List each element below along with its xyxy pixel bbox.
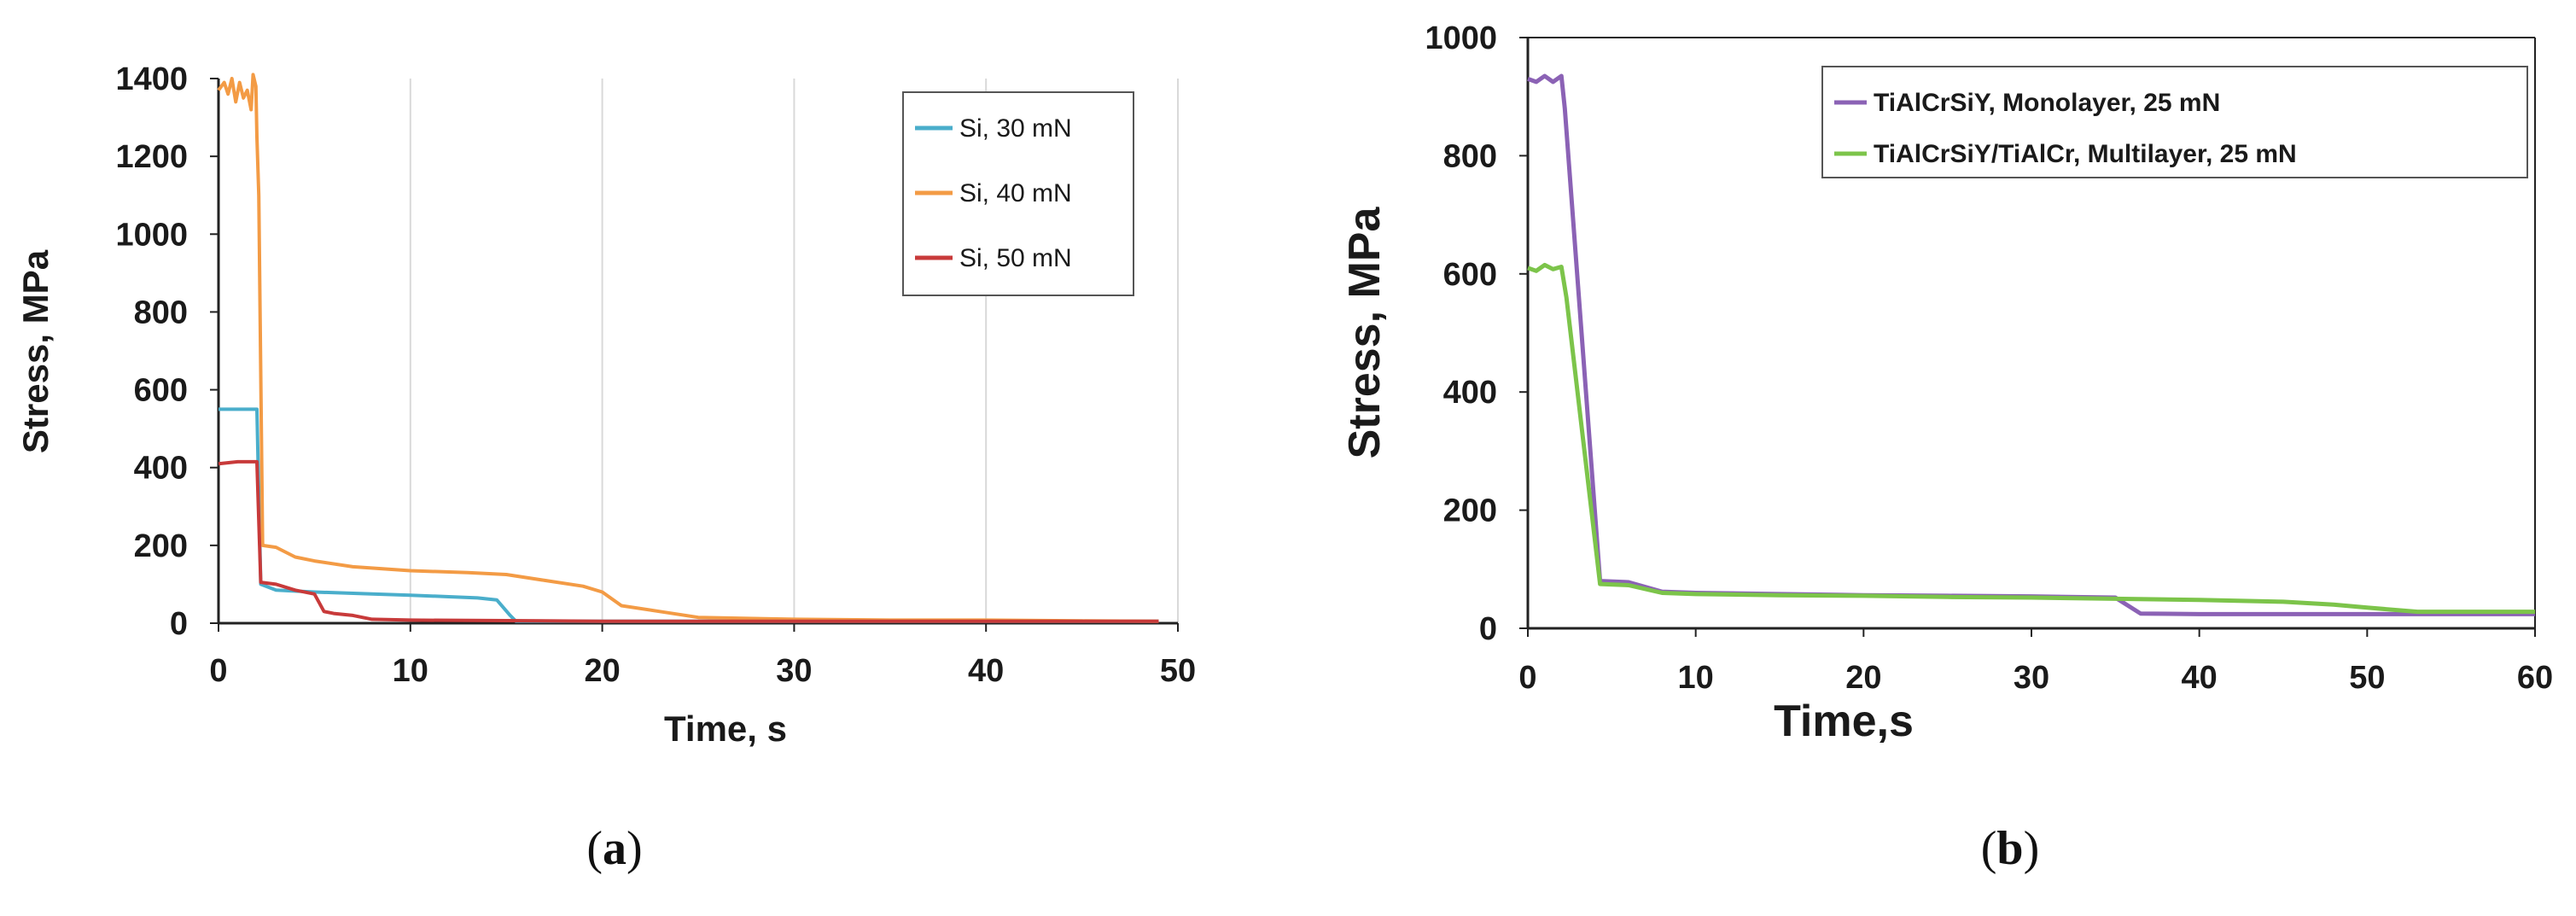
x-tick-label: 50 xyxy=(1160,653,1196,689)
y-tick-label: 1000 xyxy=(1425,20,1497,56)
caption-letter: b xyxy=(1996,822,2023,875)
legend-label-2: Si, 40 mN xyxy=(959,179,1072,207)
x-tick-label: 20 xyxy=(1845,660,1881,696)
x-axis-title: Time,s xyxy=(1774,697,1914,746)
x-axis-title: Time, s xyxy=(664,709,787,749)
chart-panel-b: 0 10 20 30 40 50 60 0 200 400 600 800 1000 Time,s Stre… xyxy=(1297,0,2576,912)
panel-caption: (b) xyxy=(1981,822,2039,875)
caption-open-paren: ( xyxy=(586,822,603,875)
y-tick-label: 200 xyxy=(1443,493,1497,529)
y-tick-label: 1400 xyxy=(115,61,188,97)
x-tick-label: 40 xyxy=(2182,660,2218,696)
y-tick-label: 0 xyxy=(1479,611,1497,647)
panel-caption: (a) xyxy=(586,822,642,875)
caption-open-paren: ( xyxy=(1981,822,1997,875)
x-tick-label: 20 xyxy=(584,653,620,689)
caption-close-paren: ) xyxy=(627,822,643,875)
x-tick-label: 0 xyxy=(209,653,227,689)
x-tick-label: 40 xyxy=(968,653,1004,689)
x-tick-label: 30 xyxy=(776,653,812,689)
y-axis-title: Stress, MPa xyxy=(1340,207,1390,459)
x-tick-label: 10 xyxy=(1678,660,1714,696)
y-tick-label: 800 xyxy=(1443,138,1497,174)
y-tick-label: 400 xyxy=(134,451,188,487)
y-tick-label: 0 xyxy=(170,606,188,642)
x-tick-label: 30 xyxy=(2014,660,2049,696)
x-tick-label: 10 xyxy=(393,653,428,689)
legend-box xyxy=(1821,66,2528,178)
legend-label-1: TiAlCrSiY, Monolayer, 25 mN xyxy=(1874,89,2220,117)
chart-b-svg: 0 10 20 30 40 50 6002004006008001000Time,sStre… xyxy=(1340,20,2553,875)
y-tick-label: 1000 xyxy=(115,217,188,253)
legend-label-1: Si, 30 mN xyxy=(959,114,1072,143)
legend-label-2: TiAlCrSiY/TiAlCr, Multilayer, 25 mN xyxy=(1874,140,2297,168)
caption-letter: a xyxy=(603,822,627,875)
y-tick-label: 600 xyxy=(134,373,188,409)
x-tick-label: 50 xyxy=(2349,660,2385,696)
series-line-1 xyxy=(219,407,1159,623)
series-line-2 xyxy=(217,73,1159,623)
chart-panel-a: 0 10 20 30 40 50 0 200 400 600 800 1000 1200 1400 Time… xyxy=(0,0,1263,912)
x-tick-label: 0 xyxy=(1518,660,1536,696)
y-tick-label: 200 xyxy=(134,528,188,564)
x-tick-label: 60 xyxy=(2517,660,2553,696)
caption-close-paren: ) xyxy=(2024,822,2040,875)
y-tick-label: 800 xyxy=(134,295,188,330)
chart-a-svg: 0 10 20 30 40 50 0 200 400 600 800 1000 1200 1400 Time… xyxy=(15,61,1196,875)
y-tick-label: 1200 xyxy=(115,139,188,175)
legend-label-3: Si, 50 mN xyxy=(959,244,1072,272)
y-tick-label: 600 xyxy=(1443,257,1497,293)
series-line-3 xyxy=(218,459,1159,623)
y-tick-label: 400 xyxy=(1443,375,1497,411)
series-line-2 xyxy=(1527,262,2535,615)
y-axis-title: Stress, MPa xyxy=(15,249,55,453)
